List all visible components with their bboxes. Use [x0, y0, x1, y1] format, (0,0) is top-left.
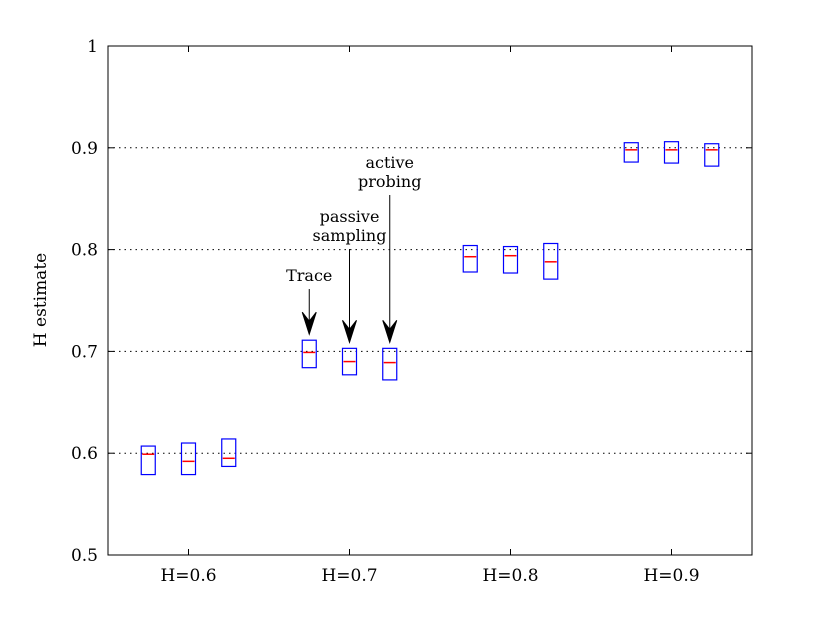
box	[301, 339, 317, 369]
annotation-text: passive	[320, 207, 380, 226]
y-tick-label: 0.6	[71, 444, 98, 464]
annotation-text: Trace	[286, 266, 332, 285]
box	[502, 245, 519, 274]
box-series	[140, 141, 720, 476]
x-tick-label: H=0.9	[643, 566, 699, 586]
plot-area-frame	[107, 45, 753, 556]
box	[382, 347, 398, 381]
annotation-arrow-head	[382, 320, 398, 344]
y-tick-label: 0.7	[71, 342, 98, 362]
grid-lines	[108, 147, 752, 454]
x-tick-label: H=0.7	[321, 566, 377, 586]
x-tick-label: H=0.8	[482, 566, 538, 586]
box	[180, 442, 197, 476]
axis-ticks: 0.5 0.6 0.7 0.8 0.9 1 H=0.6 H=0.7 H=0.8 H=0.9	[71, 37, 752, 586]
y-tick-label: 0.9	[71, 139, 98, 159]
box	[221, 438, 237, 468]
box	[663, 141, 680, 164]
y-tick-label: 1	[87, 37, 98, 57]
box	[704, 143, 720, 167]
annotation-arrow-head	[301, 311, 317, 336]
annotation-text: active	[365, 153, 414, 172]
x-tick-label: H=0.6	[160, 566, 216, 586]
box	[543, 242, 559, 280]
annotation-text: probing	[358, 172, 421, 191]
annotation-arrow-head	[342, 320, 357, 344]
y-tick-label: 0.5	[71, 546, 98, 566]
box	[341, 347, 358, 376]
box	[462, 244, 478, 273]
box	[623, 142, 639, 163]
annotation-text: sampling	[313, 226, 387, 245]
y-tick-label: 0.8	[71, 241, 98, 261]
y-axis-label: H estimate	[31, 253, 51, 347]
box	[140, 445, 156, 476]
